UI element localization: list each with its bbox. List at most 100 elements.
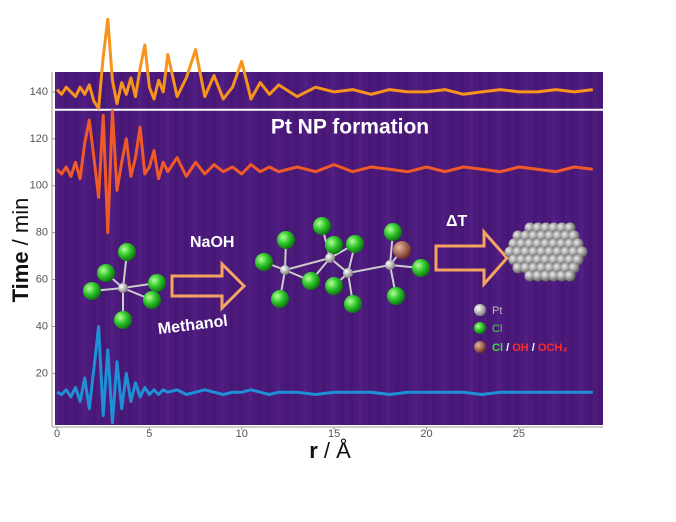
cl-atom: [325, 277, 343, 295]
y-tick-label: 120: [30, 133, 48, 145]
stripe: [248, 72, 253, 425]
x-tick-label: 25: [513, 428, 525, 440]
cl-atom: [114, 311, 132, 329]
stripe: [266, 72, 271, 425]
stripe: [101, 72, 105, 425]
y-label-unit: / min: [8, 198, 33, 246]
stripe: [469, 72, 473, 425]
heat-label: ΔT: [446, 213, 468, 230]
cl-atom: [143, 291, 161, 309]
cl-atom: [346, 235, 364, 253]
cl-atom: [393, 241, 411, 259]
stripe: [137, 72, 142, 425]
legend-sep: /: [532, 342, 535, 354]
stripe: [432, 72, 437, 425]
np-atom: [532, 270, 544, 282]
molecules: [83, 217, 588, 329]
stripe: [73, 72, 78, 425]
stripe: [377, 72, 381, 425]
series-line: [55, 109, 593, 235]
stripe: [202, 72, 207, 425]
x-label: r / Å: [309, 438, 351, 463]
x-tick-label: 5: [146, 428, 152, 440]
cl-atom: [387, 287, 405, 305]
stripe: [423, 72, 427, 425]
stripe: [597, 72, 602, 425]
cl-atom: [302, 272, 320, 290]
cl-atom: [83, 282, 101, 300]
stripe: [367, 72, 372, 425]
legend-mix-och3: OCH₃: [538, 342, 568, 354]
y-label-main: Time: [8, 251, 33, 302]
stripe: [450, 72, 455, 425]
pt-atom: [280, 265, 290, 275]
stripe: [588, 72, 593, 425]
legend-mix-oh: OH: [512, 342, 529, 354]
stripe: [303, 72, 308, 425]
x-tick-label: 10: [236, 428, 248, 440]
cl-atom: [277, 231, 295, 249]
stripe: [312, 72, 317, 425]
stripe: [275, 72, 280, 425]
stripe: [220, 72, 225, 425]
cl-atom: [313, 217, 331, 235]
np-atom: [524, 270, 536, 282]
pt-atom: [385, 260, 395, 270]
legend-cl-icon: [474, 322, 486, 334]
stripe: [91, 72, 96, 425]
legend-mix-cl: Cl: [492, 342, 503, 354]
cl-atom: [118, 243, 136, 261]
cl-atom: [384, 223, 402, 241]
reagent-naoh: NaOH: [190, 234, 234, 251]
y-tick-label: 100: [30, 180, 48, 192]
stripe: [321, 72, 326, 425]
stripe: [386, 72, 391, 425]
legend-sep: /: [506, 342, 509, 354]
x-label-unit: / Å: [324, 438, 351, 463]
cl-atom: [325, 236, 343, 254]
bond: [284, 257, 331, 271]
y-tick-label: 20: [36, 367, 48, 379]
cl-atom: [271, 290, 289, 308]
legend-pt: Pt: [492, 305, 502, 317]
stripe: [110, 72, 115, 425]
y-tick-label: 60: [36, 273, 48, 285]
x-tick-label: 15: [328, 428, 340, 440]
cl-atom: [97, 264, 115, 282]
stripe: [55, 72, 59, 425]
cl-atom: [148, 274, 166, 292]
stripe: [294, 72, 299, 425]
stripe: [441, 72, 446, 425]
stripe: [413, 72, 418, 425]
stripe: [239, 72, 243, 425]
stripe: [156, 72, 161, 425]
curves: [55, 17, 593, 425]
cl-atom: [344, 295, 362, 313]
series-line: [56, 325, 593, 425]
stripe: [147, 72, 151, 425]
arrow-2: [434, 228, 510, 288]
stripe: [478, 72, 483, 425]
series-line: [55, 17, 593, 110]
np-atom: [556, 270, 568, 282]
stripe: [229, 72, 234, 425]
stripe: [459, 72, 464, 425]
legend-pt-icon: [474, 304, 486, 316]
stripe: [64, 72, 69, 425]
stripe: [165, 72, 170, 425]
pt-atom: [325, 253, 335, 263]
cl-atom: [412, 259, 430, 277]
y-tick-label: 40: [36, 320, 48, 332]
x-label-main: r: [309, 438, 318, 463]
y-label: Time / min: [8, 198, 33, 303]
stripe: [487, 72, 492, 425]
np-atom: [548, 270, 560, 282]
stripe: [211, 72, 216, 425]
y-tick-label: 140: [30, 86, 48, 98]
pt-atom: [343, 268, 353, 278]
x-tick-label: 20: [420, 428, 432, 440]
legend-cl: Cl: [492, 323, 502, 335]
y-axis-label: Time / min: [8, 198, 33, 303]
x-tick-label: 0: [54, 428, 60, 440]
